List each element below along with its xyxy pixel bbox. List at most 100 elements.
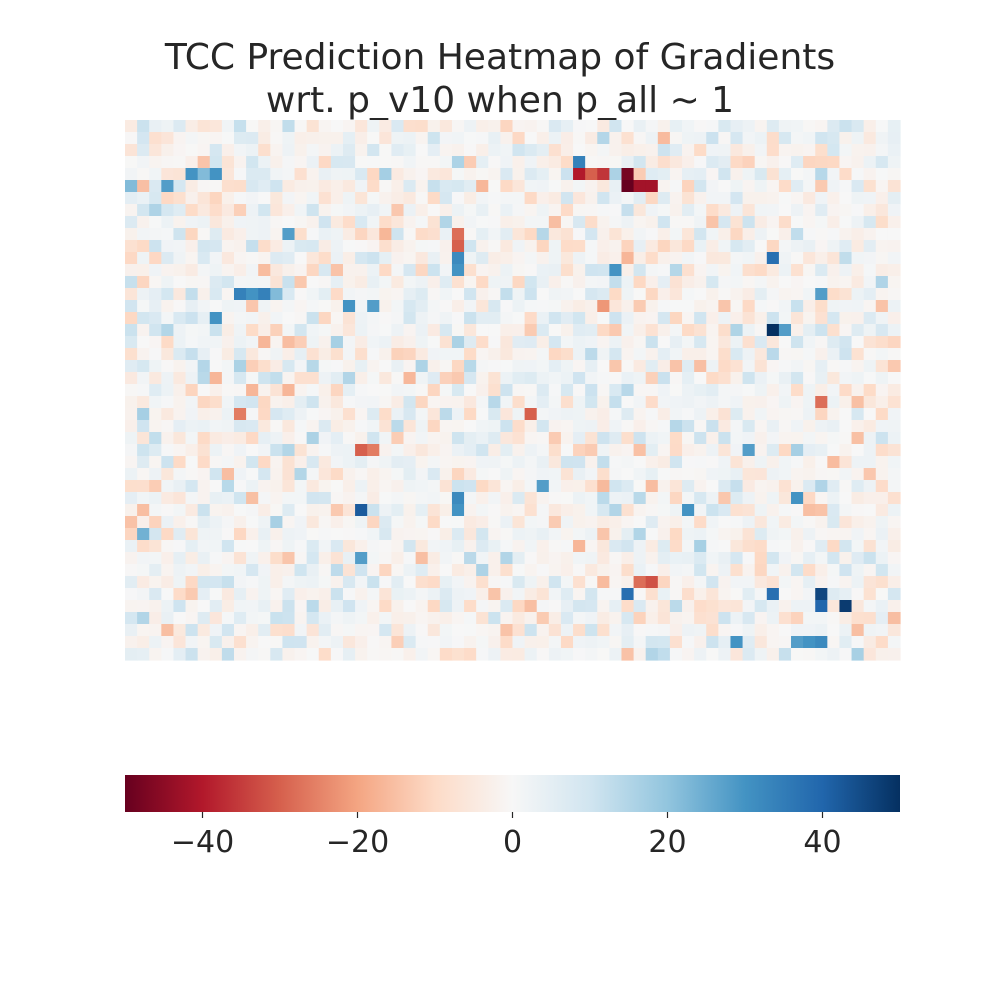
heatmap-cell <box>125 156 138 169</box>
heatmap-cell <box>633 204 647 217</box>
heatmap-cell <box>560 648 574 661</box>
heatmap-cell <box>209 480 223 493</box>
heatmap-cell <box>173 480 187 493</box>
heatmap-cell <box>645 564 659 577</box>
heatmap-cell <box>803 600 816 613</box>
heatmap-cell <box>536 468 550 481</box>
heatmap-cell <box>742 324 756 337</box>
heatmap-cell <box>524 624 538 637</box>
heatmap-cell <box>476 324 489 337</box>
heatmap-cell <box>682 504 695 517</box>
heatmap-cell <box>597 348 610 361</box>
heatmap-cell <box>621 648 635 661</box>
heatmap-cell <box>294 180 308 193</box>
heatmap-cell <box>621 312 635 325</box>
heatmap-cell <box>149 432 162 445</box>
heatmap-cell <box>839 120 853 133</box>
heatmap-cell <box>706 528 719 541</box>
heatmap-cell <box>730 180 744 193</box>
heatmap-cell <box>173 240 187 253</box>
heatmap-cell <box>197 336 211 349</box>
heatmap-cell <box>694 300 707 313</box>
heatmap-cell <box>367 636 380 649</box>
heatmap-cell <box>173 216 187 229</box>
heatmap-cell <box>754 240 768 253</box>
heatmap-cell <box>778 240 792 253</box>
heatmap-cell <box>233 636 247 649</box>
heatmap-cell <box>597 420 610 433</box>
heatmap-cell <box>488 192 501 205</box>
heatmap-cell <box>330 132 344 145</box>
heatmap-cell <box>173 516 187 529</box>
heatmap-cell <box>464 240 477 253</box>
heatmap-cell <box>875 168 889 181</box>
heatmap-cell <box>367 216 380 229</box>
heatmap-cell <box>645 420 659 433</box>
heatmap-cell <box>149 264 162 277</box>
heatmap-cell <box>233 372 247 385</box>
heatmap-cell <box>754 468 768 481</box>
heatmap-cell <box>125 612 138 625</box>
heatmap-cell <box>512 516 526 529</box>
heatmap-cell <box>621 612 635 625</box>
heatmap-cell <box>682 348 695 361</box>
heatmap-cell <box>827 408 841 421</box>
heatmap-cell <box>645 528 659 541</box>
heatmap-cell <box>161 204 175 217</box>
heatmap-cell <box>597 396 610 409</box>
heatmap-cell <box>233 180 247 193</box>
heatmap-cell <box>621 156 635 169</box>
heatmap-cell <box>427 480 441 493</box>
heatmap-cell <box>246 540 259 553</box>
heatmap-cell <box>706 360 719 373</box>
heatmap-cell <box>645 468 659 481</box>
heatmap-cell <box>851 468 865 481</box>
heatmap-cell <box>645 300 659 313</box>
heatmap-cell <box>609 444 623 457</box>
heatmap-cell <box>294 648 308 661</box>
heatmap-cell <box>548 228 562 241</box>
heatmap-cell <box>330 588 344 601</box>
heatmap-cell <box>476 432 489 445</box>
heatmap-cell <box>415 324 429 337</box>
heatmap-cell <box>682 312 695 325</box>
heatmap-cell <box>778 528 792 541</box>
heatmap-cell <box>730 276 744 289</box>
heatmap-cell <box>294 624 308 637</box>
heatmap-cell <box>827 600 841 613</box>
heatmap-cell <box>318 372 332 385</box>
heatmap-cell <box>730 324 744 337</box>
heatmap-cell <box>791 480 804 493</box>
heatmap-cell <box>875 504 889 517</box>
heatmap-cell <box>282 312 296 325</box>
heatmap-cell <box>464 300 477 313</box>
heatmap-cell <box>379 312 393 325</box>
heatmap-cell <box>682 372 695 385</box>
heatmap-cell <box>294 492 308 505</box>
heatmap-cell <box>754 456 768 469</box>
heatmap-cell <box>645 648 659 661</box>
heatmap-cell <box>827 624 841 637</box>
heatmap-cell <box>851 240 865 253</box>
heatmap-cell <box>330 288 344 301</box>
heatmap-cell <box>863 180 877 193</box>
heatmap-cell <box>585 612 598 625</box>
heatmap-cell <box>488 504 501 517</box>
heatmap-cell <box>137 420 150 433</box>
heatmap-cell <box>657 132 671 145</box>
heatmap-cell <box>209 384 223 397</box>
heatmap-cell <box>246 372 259 385</box>
heatmap-cell <box>185 228 199 241</box>
heatmap-cell <box>778 228 792 241</box>
heatmap-cell <box>827 492 841 505</box>
heatmap-cell <box>657 564 671 577</box>
heatmap-cell <box>815 312 828 325</box>
heatmap-cell <box>197 144 211 157</box>
heatmap-cell <box>367 528 380 541</box>
heatmap-cell <box>851 396 865 409</box>
heatmap-cell <box>318 288 332 301</box>
heatmap-cell <box>355 468 368 481</box>
heatmap-cell <box>379 612 393 625</box>
heatmap-cell <box>694 492 707 505</box>
heatmap-cell <box>476 480 489 493</box>
